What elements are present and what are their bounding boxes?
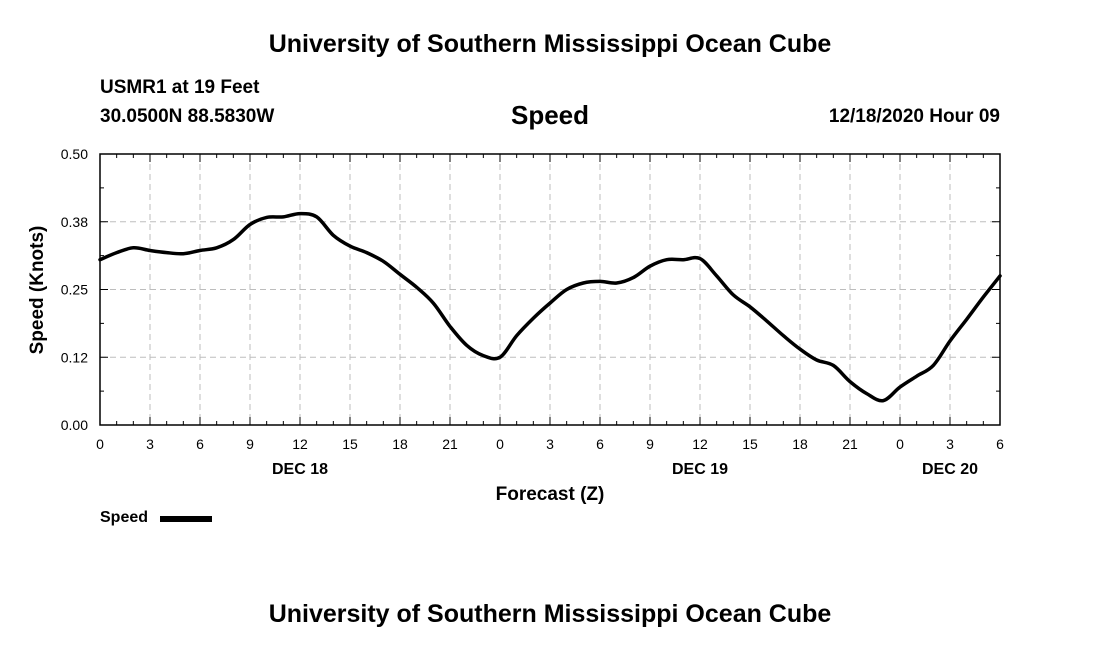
- x-tick-label: 3: [546, 436, 554, 452]
- x-tick-label: 18: [792, 436, 808, 452]
- x-tick-label: 15: [342, 436, 358, 452]
- y-tick-labels: 0.00 0.12 0.25 0.38 0.50: [61, 146, 88, 433]
- x-axis-title: Forecast (Z): [496, 484, 605, 505]
- date-label: DEC 18: [272, 461, 328, 478]
- y-axis-title: Speed (Knots): [27, 226, 48, 355]
- x-tick-label: 0: [96, 436, 104, 452]
- x-tick-label: 21: [442, 436, 458, 452]
- legend-swatch: [160, 516, 212, 522]
- x-tick-label: 9: [246, 436, 254, 452]
- y-tick-label: 0.50: [61, 146, 88, 162]
- date-label: DEC 19: [672, 461, 728, 478]
- x-tick-labels: 0 3 6 9 12 15 18 21 0 3 6 9 12 15 18 21 0 3 6: [96, 436, 1004, 452]
- station-label: USMR1 at 19 Feet: [100, 77, 260, 98]
- x-tick-label: 0: [496, 436, 504, 452]
- x-tick-label: 3: [146, 436, 154, 452]
- x-tick-label: 18: [392, 436, 408, 452]
- footer-title: University of Southern Mississippi Ocean…: [268, 600, 832, 628]
- timestamp-label: 12/18/2020 Hour 09: [828, 106, 1000, 127]
- series-layer: [98, 211, 1002, 403]
- date-labels: DEC 18 DEC 19 DEC 20: [272, 461, 978, 478]
- x-tick-label: 9: [646, 436, 654, 452]
- grid: [100, 154, 1000, 425]
- y-tick-label: 0.25: [61, 282, 88, 298]
- x-tick-label: 21: [842, 436, 858, 452]
- chart-title: Speed: [510, 100, 590, 130]
- y-tick-label: 0.38: [61, 214, 88, 230]
- x-tick-label: 3: [946, 436, 954, 452]
- x-tick-label: 15: [742, 436, 758, 452]
- y-tick-label: 0.12: [61, 349, 88, 365]
- x-tick-label: 0: [896, 436, 904, 452]
- x-tick-label: 6: [996, 436, 1004, 452]
- date-label: DEC 20: [922, 461, 978, 478]
- location-label: 30.0500N 88.5830W: [100, 106, 275, 127]
- page-title: University of Southern Mississippi Ocean…: [268, 30, 832, 58]
- speed-series-line: [98, 211, 1002, 403]
- y-tick-label: 0.00: [61, 417, 88, 433]
- x-tick-label: 12: [692, 436, 708, 452]
- legend-label: Speed: [100, 509, 149, 526]
- x-tick-label: 6: [196, 436, 204, 452]
- x-tick-label: 12: [292, 436, 308, 452]
- x-tick-label: 6: [596, 436, 604, 452]
- plot-frame: [99, 153, 1001, 426]
